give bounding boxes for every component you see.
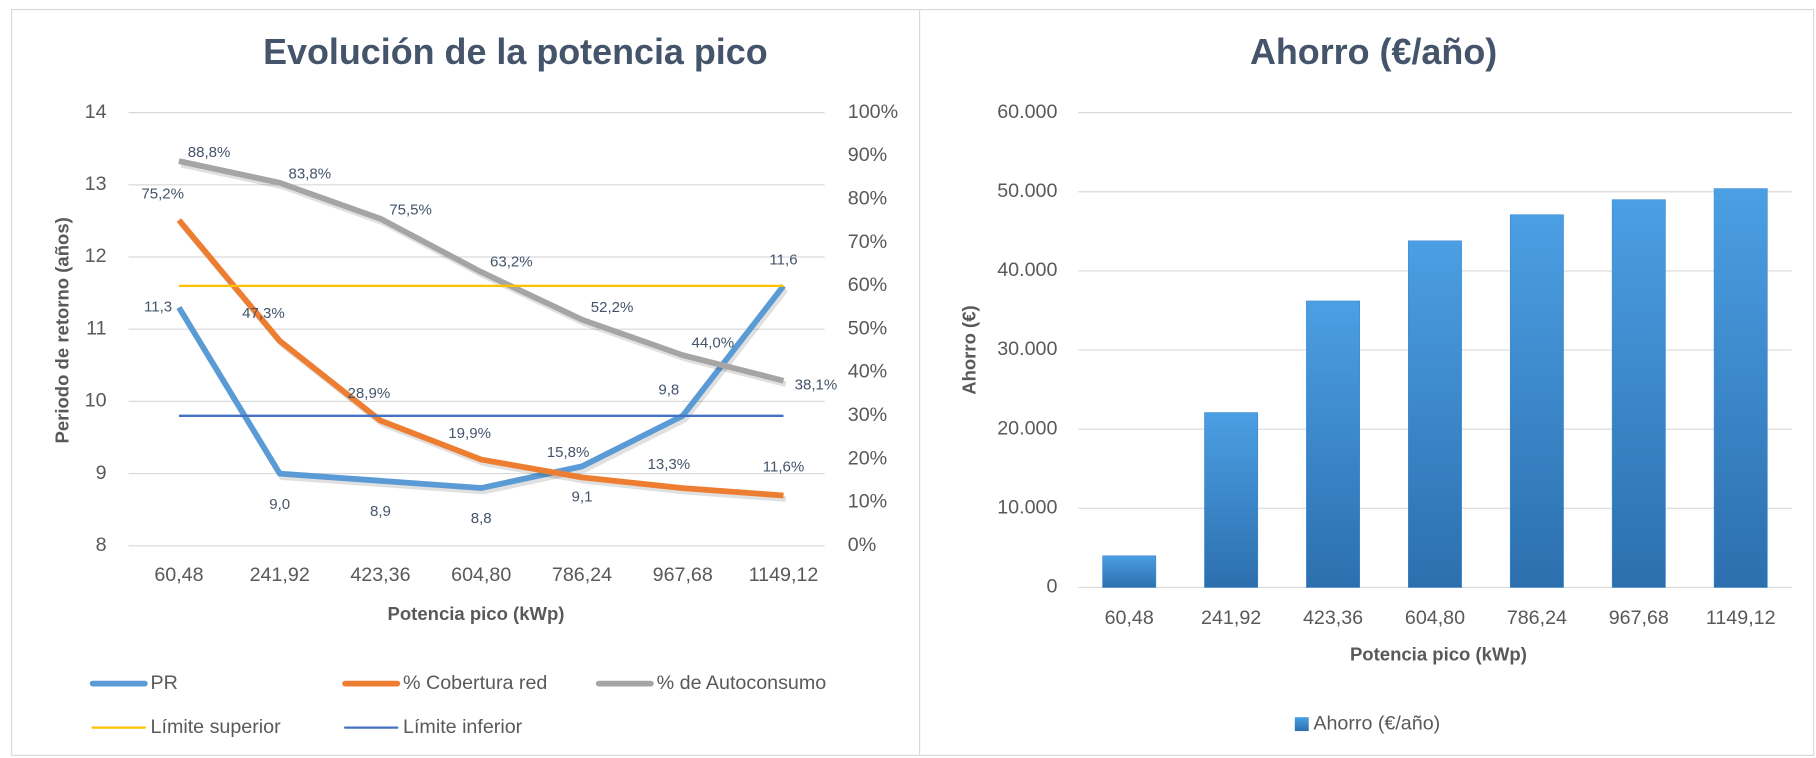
legend-swatch (1294, 717, 1309, 732)
data-label: 13,3% (648, 456, 691, 473)
x-tick-label: 241,92 (1201, 607, 1261, 629)
y-tick-label: 0 (1046, 576, 1057, 598)
y2-tick-label: 100% (848, 101, 898, 123)
y-tick-label: 10.000 (997, 497, 1057, 519)
y-tick-label: 8 (96, 534, 107, 556)
x-tick-label: 1149,12 (1706, 607, 1776, 629)
data-label: 9,0 (269, 496, 290, 513)
y-tick-label: 30.000 (997, 338, 1057, 360)
data-label: 75,5% (389, 202, 432, 219)
bar (1611, 199, 1666, 588)
data-label: 9,1 (572, 489, 593, 506)
legend-label: Límite inferior (403, 716, 523, 738)
y2-tick-label: 10% (848, 491, 887, 513)
x-tick-label: 786,24 (1507, 607, 1567, 629)
data-label: 8,9 (370, 503, 391, 520)
series-line (176, 218, 784, 499)
series-line (178, 158, 785, 384)
data-label: 8,8 (471, 510, 492, 527)
bar (1204, 412, 1259, 588)
data-label: 83,8% (288, 166, 331, 183)
data-label: 11,3 (144, 299, 172, 316)
y2-tick-label: 20% (848, 447, 887, 469)
bar (1509, 214, 1564, 588)
bar (1713, 188, 1768, 588)
y-tick-label: 60.000 (997, 101, 1057, 123)
y2-tick-label: 40% (848, 361, 887, 383)
data-label: 19,9% (448, 425, 491, 442)
data-label: 11,6 (769, 251, 797, 268)
data-label: 9,8 (658, 381, 679, 398)
bar (1408, 240, 1462, 588)
y2-tick-label: 60% (848, 274, 887, 296)
data-label: 15,8% (547, 444, 590, 461)
x-tick-label: 423,36 (350, 564, 410, 586)
y2-tick-label: 70% (848, 231, 887, 253)
chart-title: Evolución de la potencia pico (263, 32, 768, 72)
y-tick-label: 13 (85, 173, 107, 195)
frame (11, 8, 1815, 756)
legend-label: Ahorro (€/año) (1313, 712, 1440, 734)
y-tick-label: 11 (86, 317, 106, 339)
bar (1102, 555, 1157, 588)
data-label: 75,2% (141, 186, 184, 203)
y2-tick-label: 50% (848, 317, 887, 339)
x-axis-title: Potencia pico (kWp) (388, 603, 565, 624)
data-label: 11,6% (763, 459, 805, 476)
y2-tick-label: 30% (848, 404, 887, 426)
data-label: 38,1% (795, 376, 838, 393)
legend-label: % de Autoconsumo (657, 672, 827, 694)
x-tick-label: 967,68 (653, 564, 713, 586)
y-tick-label: 12 (85, 245, 107, 267)
legend-label: PR (151, 672, 178, 694)
y-tick-label: 20.000 (997, 417, 1057, 439)
x-tick-label: 60,48 (1105, 607, 1154, 629)
y-tick-label: 9 (96, 462, 107, 484)
x-tick-label: 1149,12 (749, 564, 819, 586)
data-label: 63,2% (490, 254, 533, 271)
data-label: 88,8% (188, 144, 231, 161)
line-shadow (178, 287, 789, 495)
data-label: 28,9% (348, 385, 391, 402)
legend-label: % Cobertura red (403, 672, 547, 694)
x-tick-label: 604,80 (451, 564, 511, 586)
y-axis-title: Periodo de retorno (años) (52, 217, 73, 443)
bar (1306, 300, 1360, 588)
x-tick-label: 423,36 (1303, 607, 1363, 629)
y2-tick-label: 0% (848, 534, 876, 556)
legend-label: Límite superior (151, 716, 282, 738)
y-axis-title: Ahorro (€) (958, 305, 979, 394)
data-label: 47,3% (242, 305, 285, 322)
y-tick-label: 50.000 (997, 180, 1057, 202)
y2-tick-label: 80% (848, 187, 887, 209)
y-tick-label: 14 (85, 101, 107, 123)
data-label: 44,0% (692, 335, 735, 352)
x-tick-label: 786,24 (552, 564, 612, 586)
x-tick-label: 604,80 (1405, 607, 1465, 629)
x-tick-label: 967,68 (1609, 607, 1669, 629)
y-tick-label: 40.000 (997, 259, 1057, 281)
chart-title: Ahorro (€/año) (1250, 32, 1497, 72)
data-label: 52,2% (591, 299, 634, 316)
x-tick-label: 241,92 (250, 564, 310, 586)
y-tick-label: 10 (85, 390, 107, 412)
x-axis-title: Potencia pico (kWp) (1350, 644, 1527, 665)
y2-tick-label: 90% (848, 144, 887, 166)
x-tick-label: 60,48 (154, 564, 203, 586)
